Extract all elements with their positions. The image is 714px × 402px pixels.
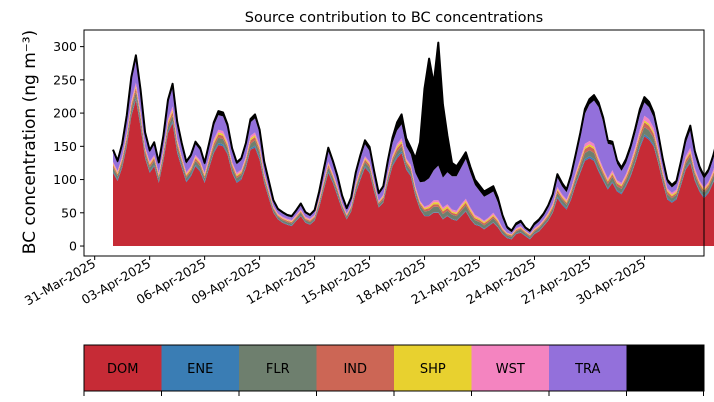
x-axis: 31-Mar-202503-Apr-202506-Apr-202509-Apr-… [22,256,648,309]
legend-swatch-bb [626,345,705,391]
legend-label: WST [496,362,525,377]
legend-swatch-ene [161,345,240,391]
legend-label: FLR [266,362,290,377]
legend-label: ENE [187,362,213,377]
plot-frame [83,29,705,257]
y-tick-label: 100 [53,172,77,187]
y-tick-label: 150 [53,139,77,154]
y-axis-label: BC concentration (ng m⁻³) [20,30,40,254]
legend-label: BB [656,362,674,377]
legend-swatch-shp [394,345,472,391]
legend-swatch-wst [471,345,550,391]
legend-frame [83,344,705,392]
legend-colorbar: DOM ENE FLR IND SHP WST TRA BB [83,344,705,396]
legend-swatch-dom [84,345,162,391]
y-tick-label: 200 [53,106,77,121]
legend-label: DOM [107,362,138,377]
area-dom [113,99,714,246]
y-tick-label: 250 [53,72,77,87]
area-flr [113,91,714,239]
legend-swatch-flr [239,345,317,391]
y-tick-label: 0 [69,239,77,254]
legend-swatch-tra [549,345,627,391]
legend-label: IND [343,362,367,377]
legend-label: TRA [574,362,600,377]
area-layers [113,42,714,246]
area-wst [113,82,714,235]
chart-title: Source contribution to BC concentrations [245,10,543,26]
legend-label: SHP [420,362,446,377]
y-tick-label: 300 [53,39,77,54]
total-outline-line [112,41,714,232]
y-tick-label: 50 [61,205,77,220]
legend-swatch-ind [316,345,395,391]
y-axis: 0 50 100 150 200 250 300 [53,39,84,254]
area-tra [113,59,714,235]
